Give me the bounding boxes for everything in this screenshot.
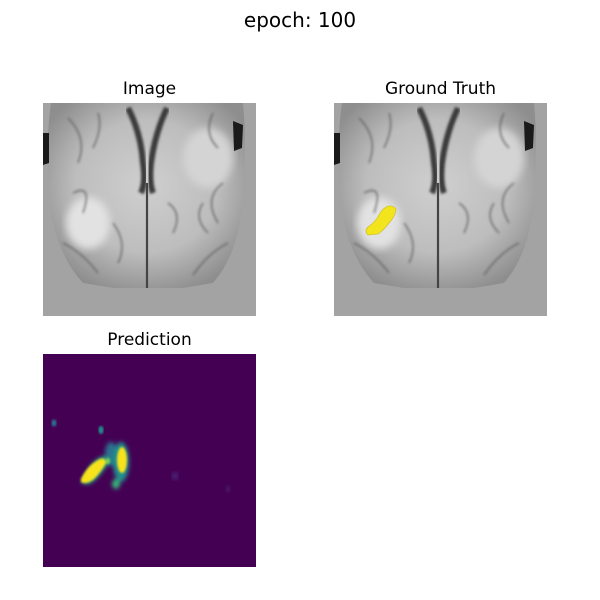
mri-image [43, 103, 256, 316]
prediction-panel [43, 354, 256, 567]
prediction-panel-title: Prediction [107, 330, 192, 350]
ground-truth-panel-title: Ground Truth [384, 79, 497, 99]
lesion-mask [365, 205, 397, 236]
image-panel-title: Image [122, 79, 177, 99]
ground-truth-image [334, 103, 547, 316]
prediction-heatmap [43, 354, 256, 567]
mri-image-panel [43, 103, 256, 316]
figure-title: epoch: 100 [243, 8, 357, 32]
ground-truth-panel [334, 103, 547, 316]
